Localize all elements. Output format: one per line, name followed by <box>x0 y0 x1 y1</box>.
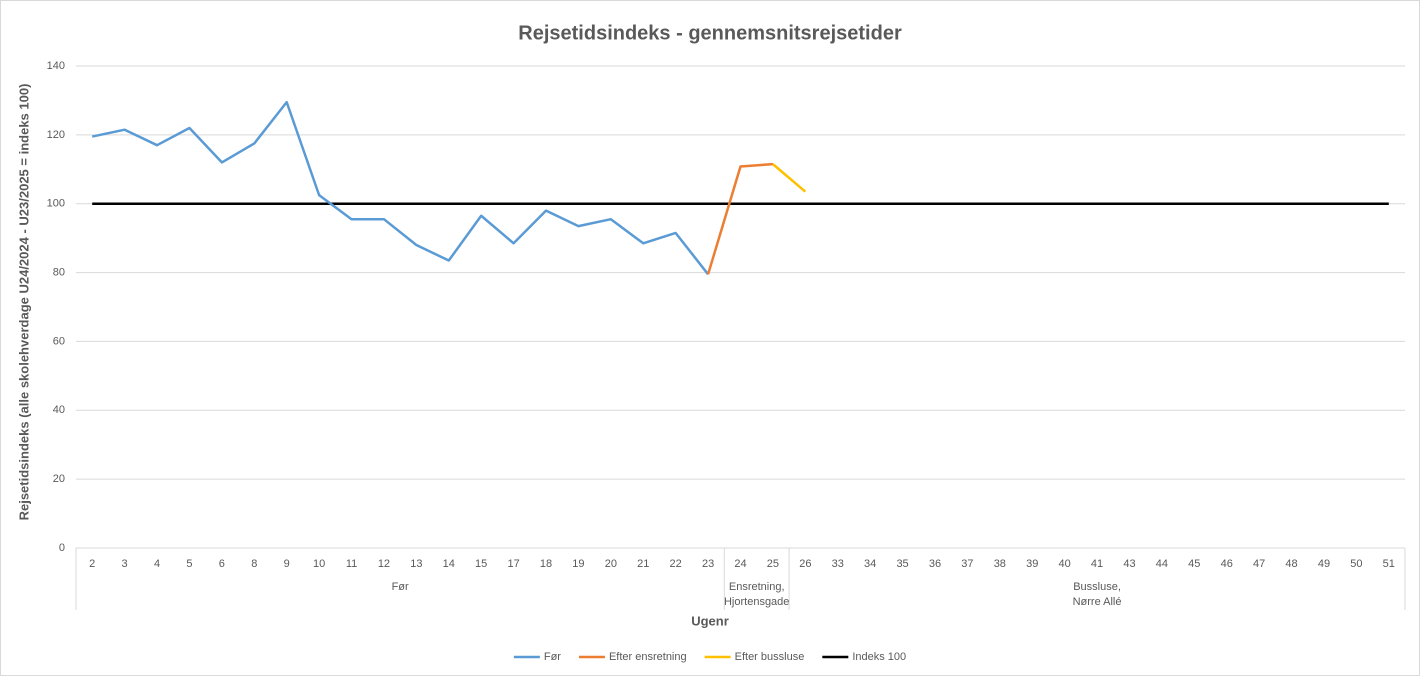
x-tick-label: 13 <box>410 558 422 570</box>
chart-title: Rejsetidsindeks - gennemsnitsrejsetider <box>518 22 902 44</box>
x-tick-label: 11 <box>346 558 357 570</box>
x-axis-label: Ugenr <box>691 613 729 628</box>
x-tick-label: 25 <box>767 558 779 570</box>
group-label: Før <box>392 581 409 593</box>
x-tick-label: 48 <box>1285 558 1297 570</box>
x-tick-label: 40 <box>1059 558 1071 570</box>
data-line <box>706 162 774 275</box>
legend-label: Efter ensretning <box>609 651 687 663</box>
data-line <box>772 163 807 193</box>
x-tick-label: 10 <box>313 558 325 570</box>
group-label: Bussluse, <box>1073 581 1121 593</box>
x-tick-label: 35 <box>896 558 908 570</box>
x-tick-label: 9 <box>284 558 290 570</box>
y-tick-label: 60 <box>53 335 65 347</box>
x-tick-label: 23 <box>702 558 714 570</box>
y-axis-label: Rejsetidsindeks (alle skolehverdage U24/… <box>16 84 31 521</box>
x-tick-label: 49 <box>1318 558 1330 570</box>
legend-label: Før <box>544 651 561 663</box>
x-tick-label: 14 <box>443 558 455 570</box>
x-tick-label: 3 <box>122 558 128 570</box>
x-tick-label: 50 <box>1350 558 1362 570</box>
y-tick-label: 20 <box>53 473 65 485</box>
y-tick-label: 40 <box>53 404 65 416</box>
x-tick-label: 26 <box>799 558 811 570</box>
x-tick-label: 17 <box>507 558 519 570</box>
group-label: Nørre Allé <box>1073 596 1122 608</box>
x-tick-label: 47 <box>1253 558 1265 570</box>
x-tick-label: 18 <box>540 558 552 570</box>
x-tick-label: 41 <box>1091 558 1103 570</box>
legend-label: Indeks 100 <box>852 651 906 663</box>
x-tick-label: 4 <box>154 558 160 570</box>
x-tick-label: 45 <box>1188 558 1200 570</box>
y-tick-label: 0 <box>59 542 65 554</box>
group-label: Ensretning, <box>729 581 785 593</box>
x-tick-label: 38 <box>994 558 1006 570</box>
x-tick-label: 46 <box>1221 558 1233 570</box>
x-tick-label: 12 <box>378 558 390 570</box>
x-tick-label: 22 <box>670 558 682 570</box>
x-tick-label: 24 <box>734 558 746 570</box>
y-tick-label: 120 <box>47 129 65 141</box>
x-tick-label: 20 <box>605 558 617 570</box>
data-line <box>91 100 710 276</box>
y-tick-label: 100 <box>47 198 65 210</box>
x-tick-label: 21 <box>637 558 649 570</box>
x-tick-label: 6 <box>219 558 225 570</box>
x-tick-label: 33 <box>832 558 844 570</box>
legend-label: Efter bussluse <box>735 651 805 663</box>
x-tick-label: 15 <box>475 558 487 570</box>
y-tick-label: 140 <box>47 60 65 72</box>
x-tick-label: 43 <box>1123 558 1135 570</box>
x-tick-label: 5 <box>186 558 192 570</box>
x-tick-label: 2 <box>89 558 95 570</box>
group-label: Hjortensgade <box>724 596 789 608</box>
x-tick-label: 37 <box>961 558 973 570</box>
x-tick-label: 34 <box>864 558 876 570</box>
x-tick-label: 19 <box>572 558 584 570</box>
x-tick-label: 51 <box>1383 558 1395 570</box>
x-tick-label: 44 <box>1156 558 1168 570</box>
y-tick-label: 80 <box>53 266 65 278</box>
x-tick-label: 8 <box>251 558 257 570</box>
x-tick-label: 36 <box>929 558 941 570</box>
legend: Før Efter ensretning Efter bussluse Indeks … <box>513 651 906 663</box>
x-tick-label: 39 <box>1026 558 1038 570</box>
